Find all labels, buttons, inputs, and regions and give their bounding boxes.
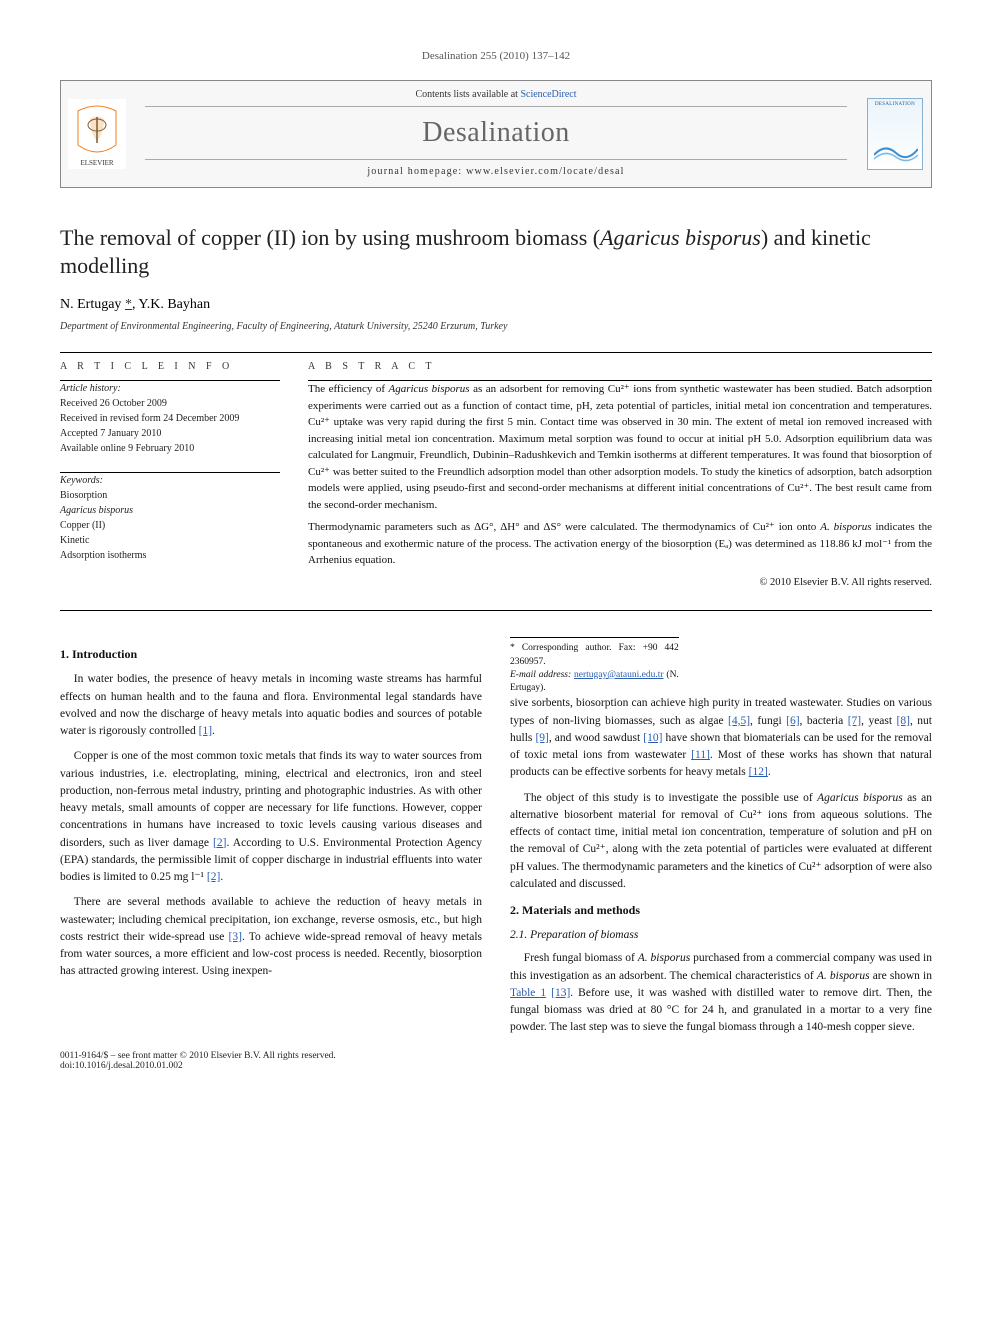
abstract-p2: Thermodynamic parameters such as ΔG°, ΔH… — [308, 519, 932, 569]
rule-bottom — [60, 610, 932, 611]
body-p: Copper is one of the most common toxic m… — [60, 748, 482, 886]
svg-text:ELSEVIER: ELSEVIER — [80, 159, 113, 167]
reference-link[interactable]: [13] — [551, 987, 570, 999]
reference-link[interactable]: [8] — [897, 715, 910, 727]
article-title: The removal of copper (II) ion by using … — [60, 224, 932, 279]
reference-link[interactable]: [2] — [207, 871, 220, 883]
cover-label: DESALINATION — [868, 102, 922, 107]
keywords-label: Keywords: — [60, 473, 280, 488]
article-history: Article history: Received 26 October 200… — [60, 381, 280, 456]
footnote-email: E-mail address: nertugay@atauni.edu.tr (… — [510, 669, 679, 696]
email-link[interactable]: nertugay@atauni.edu.tr — [574, 670, 663, 680]
history-label: Article history: — [60, 381, 280, 396]
sciencedirect-link[interactable]: ScienceDirect — [520, 89, 576, 100]
page-footer: 0011-9164/$ – see front matter © 2010 El… — [60, 1051, 932, 1071]
running-header: Desalination 255 (2010) 137–142 — [60, 50, 932, 62]
table-link[interactable]: Table 1 — [510, 987, 546, 999]
reference-link[interactable]: [11] — [691, 749, 710, 761]
reference-link[interactable]: [4,5] — [728, 715, 750, 727]
history-line: Available online 9 February 2010 — [60, 441, 280, 456]
reference-link[interactable]: [9] — [535, 732, 548, 744]
keywords-block: Keywords: Biosorption Agaricus bisporus … — [60, 473, 280, 563]
article-info-label: A R T I C L E I N F O — [60, 361, 280, 372]
reference-link[interactable]: [6] — [786, 715, 799, 727]
journal-title: Desalination — [145, 117, 847, 149]
body-p: There are several methods available to a… — [60, 894, 482, 980]
abstract-text: The efficiency of Agaricus bisporus as a… — [308, 381, 932, 590]
body-p: sive sorbents, biosorption can achieve h… — [510, 695, 932, 781]
affiliation: Department of Environmental Engineering,… — [60, 321, 932, 332]
body-p: In water bodies, the presence of heavy m… — [60, 671, 482, 740]
journal-homepage: journal homepage: www.elsevier.com/locat… — [145, 159, 847, 177]
body-columns: 1. Introduction In water bodies, the pre… — [60, 637, 932, 1036]
history-line: Received 26 October 2009 — [60, 396, 280, 411]
keyword: Agaricus bisporus — [60, 503, 280, 518]
availability-prefix: Contents lists available at — [415, 89, 520, 100]
availability-line: Contents lists available at ScienceDirec… — [145, 89, 847, 107]
corresponding-author-link[interactable]: * — [125, 297, 132, 312]
corresponding-footnote: * Corresponding author. Fax: +90 442 236… — [510, 637, 679, 695]
abstract-copyright: © 2010 Elsevier B.V. All rights reserved… — [308, 575, 932, 591]
footnote-corr: * Corresponding author. Fax: +90 442 236… — [510, 642, 679, 669]
abstract-label: A B S T R A C T — [308, 361, 932, 372]
reference-link[interactable]: [1] — [199, 725, 212, 737]
body-p: The object of this study is to investiga… — [510, 790, 932, 894]
keyword: Biosorption — [60, 488, 280, 503]
author-list: N. Ertugay *, Y.K. Bayhan — [60, 297, 932, 313]
keyword: Kinetic — [60, 533, 280, 548]
history-line: Received in revised form 24 December 200… — [60, 411, 280, 426]
reference-link[interactable]: [10] — [643, 732, 662, 744]
journal-cover-thumb: DESALINATION — [859, 81, 931, 187]
journal-banner: ELSEVIER Contents lists available at Sci… — [60, 80, 932, 188]
rule-top — [60, 352, 932, 353]
section-2-heading: 2. Materials and methods — [510, 901, 932, 919]
section-2-1-heading: 2.1. Preparation of biomass — [510, 927, 932, 944]
reference-link[interactable]: [7] — [848, 715, 861, 727]
elsevier-logo: ELSEVIER — [61, 81, 133, 187]
history-line: Accepted 7 January 2010 — [60, 426, 280, 441]
footer-line-1: 0011-9164/$ – see front matter © 2010 El… — [60, 1051, 932, 1061]
email-label: E-mail address: — [510, 670, 571, 680]
footer-line-2: doi:10.1016/j.desal.2010.01.002 — [60, 1061, 932, 1071]
reference-link[interactable]: [12] — [749, 766, 768, 778]
reference-link[interactable]: [2] — [213, 837, 226, 849]
keyword: Copper (II) — [60, 518, 280, 533]
section-1-heading: 1. Introduction — [60, 645, 482, 663]
body-p: Fresh fungal biomass of A. bisporus purc… — [510, 950, 932, 1036]
keyword: Adsorption isotherms — [60, 548, 280, 563]
reference-link[interactable]: [3] — [229, 931, 242, 943]
abstract-p1: The efficiency of Agaricus bisporus as a… — [308, 381, 932, 513]
